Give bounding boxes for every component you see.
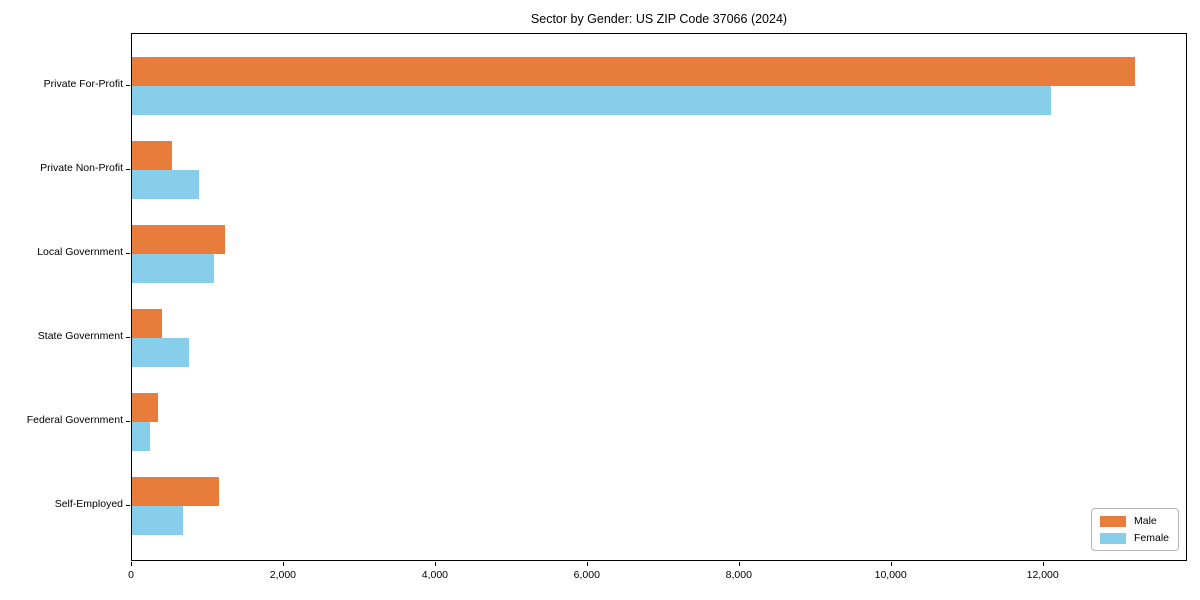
y-tick-mark (126, 85, 130, 86)
bar-female-federal-government (132, 422, 150, 451)
x-axis-tick-label: 10,000 (874, 569, 907, 581)
x-axis-tick-label: 12,000 (1026, 569, 1059, 581)
bar-male-private-for-profit (132, 57, 1135, 86)
x-tick-mark (282, 562, 284, 566)
x-tick-mark (1042, 562, 1044, 566)
y-axis-label-state-government: State Government (37, 330, 123, 342)
x-tick-mark (890, 562, 892, 566)
x-tick-mark (738, 562, 740, 566)
legend-entry-female: Female (1100, 532, 1169, 544)
y-tick-mark (126, 337, 130, 338)
plot-area: Male Female (131, 33, 1187, 561)
y-tick-mark (126, 505, 130, 506)
x-axis-tick-label: 6,000 (573, 569, 600, 581)
bar-male-private-non-profit (132, 141, 173, 170)
y-axis-label-local-government: Local Government (37, 246, 123, 258)
x-axis-tick-label: 2,000 (269, 569, 297, 581)
bar-male-local-government (132, 225, 225, 254)
legend: Male Female (1091, 508, 1180, 551)
legend-swatch-male (1100, 515, 1126, 527)
bar-female-private-for-profit (132, 86, 1052, 115)
x-tick-mark (434, 562, 436, 566)
bar-female-local-government (132, 254, 214, 283)
bar-female-state-government (132, 338, 189, 367)
y-tick-mark (126, 421, 130, 422)
x-axis-tick-label: 4,000 (421, 569, 449, 581)
x-tick-mark (586, 562, 588, 566)
y-axis-label-private-for-profit: Private For-Profit (43, 78, 123, 90)
x-axis-tick-label: 8,000 (725, 569, 752, 581)
x-axis-tick-label: 0 (128, 569, 134, 581)
legend-swatch-female (1100, 532, 1126, 544)
y-axis-label-private-non-profit: Private Non-Profit (40, 162, 123, 174)
chart-title: Sector by Gender: US ZIP Code 37066 (202… (530, 12, 788, 26)
bar-male-federal-government (132, 393, 159, 422)
bar-male-self-employed (132, 477, 220, 506)
bar-female-self-employed (132, 506, 183, 535)
legend-label-female: Female (1134, 532, 1170, 544)
y-tick-mark (126, 253, 130, 254)
y-axis-label-self-employed: Self-Employed (54, 498, 123, 510)
bar-male-state-government (132, 309, 163, 338)
y-tick-mark (126, 169, 130, 170)
legend-label-male: Male (1134, 515, 1157, 527)
x-tick-mark (131, 562, 132, 566)
bar-female-private-non-profit (132, 170, 199, 199)
legend-entry-male: Male (1100, 515, 1169, 527)
y-axis-label-federal-government: Federal Government (26, 414, 123, 426)
